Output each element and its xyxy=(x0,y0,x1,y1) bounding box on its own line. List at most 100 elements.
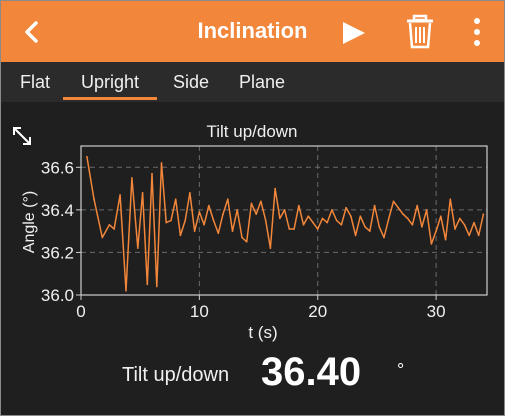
data-point xyxy=(165,221,168,224)
data-point xyxy=(189,192,191,194)
page-title: Inclination xyxy=(197,18,308,43)
data-point xyxy=(392,200,395,203)
tab-flat[interactable]: Flat xyxy=(19,72,50,92)
expand-diagonal-icon[interactable] xyxy=(10,124,34,148)
play-icon[interactable] xyxy=(339,19,367,47)
data-point xyxy=(108,223,111,226)
data-point xyxy=(203,223,205,226)
data-point xyxy=(222,213,224,215)
data-point xyxy=(468,234,471,237)
data-point xyxy=(435,230,437,232)
data-point xyxy=(119,194,121,196)
data-point xyxy=(288,228,291,230)
data-point xyxy=(444,238,447,241)
plot-area xyxy=(80,145,488,296)
data-point xyxy=(236,209,239,211)
data-point xyxy=(454,228,456,230)
data-point xyxy=(174,198,177,201)
data-point xyxy=(359,215,362,218)
data-point xyxy=(146,283,149,286)
data-point xyxy=(440,215,442,218)
data-point xyxy=(241,236,243,239)
data-point xyxy=(255,213,257,215)
data-point xyxy=(387,217,390,220)
data-point xyxy=(316,228,319,230)
x-tick-label: 20 xyxy=(308,302,327,321)
data-point xyxy=(458,217,461,220)
data-point xyxy=(477,234,480,237)
y-tick-label: 36.2 xyxy=(41,243,74,262)
series-line xyxy=(86,156,485,292)
chart-panel: 0 10 20 30 36.0 36.2 36.4 36.6 Tilt up/down t (… xyxy=(1,102,504,415)
data-point xyxy=(212,219,215,222)
tab-plane[interactable]: Plane xyxy=(238,72,286,92)
data-point xyxy=(155,285,158,288)
data-point xyxy=(345,206,347,209)
tilt-chart: 0 10 20 30 36.0 36.2 36.4 36.6 Tilt up/down t (… xyxy=(21,122,488,342)
x-tick-label: 0 xyxy=(76,302,85,321)
y-tick-label: 36.6 xyxy=(41,158,74,177)
data-point xyxy=(125,289,127,292)
y-axis-label: Angle (°) xyxy=(21,191,38,253)
data-point xyxy=(421,226,423,228)
data-point xyxy=(411,223,414,226)
data-point xyxy=(463,223,466,226)
data-point xyxy=(274,187,276,190)
x-axis-label: t (s) xyxy=(248,323,277,342)
data-point xyxy=(369,230,371,232)
data-point xyxy=(131,177,133,179)
data-point xyxy=(86,155,88,158)
data-point xyxy=(482,213,485,215)
data-point xyxy=(383,236,385,239)
app-bar: Inclination xyxy=(1,1,504,62)
data-point xyxy=(373,204,376,207)
data-point xyxy=(364,226,366,228)
data-point xyxy=(283,209,286,211)
data-point xyxy=(350,215,352,218)
data-point xyxy=(250,202,253,205)
data-point xyxy=(184,219,186,222)
tab-side[interactable]: Side xyxy=(172,72,210,92)
data-point xyxy=(331,209,333,211)
data-point xyxy=(430,243,433,245)
data-point xyxy=(378,226,381,228)
data-point xyxy=(141,192,144,194)
data-point xyxy=(260,200,262,203)
x-tick-label: 30 xyxy=(427,302,446,321)
data-point xyxy=(307,215,310,218)
data-point xyxy=(473,221,475,224)
readout-label: Tilt up/down xyxy=(122,364,230,386)
data-point xyxy=(406,217,409,220)
data-point xyxy=(151,172,153,175)
data-point xyxy=(208,204,210,207)
y-tick-label: 36.0 xyxy=(41,286,74,305)
x-tick-label: 10 xyxy=(190,302,209,321)
trash-icon[interactable] xyxy=(404,14,436,50)
chart-title: Tilt up/down xyxy=(206,122,297,141)
data-point xyxy=(269,247,272,249)
data-point xyxy=(160,162,163,164)
data-point xyxy=(279,217,281,220)
data-point xyxy=(326,221,329,224)
more-vertical-icon[interactable] xyxy=(467,15,487,49)
data-point xyxy=(179,234,182,237)
data-point xyxy=(312,221,314,224)
readout-value: 36.40 xyxy=(261,350,362,394)
data-point xyxy=(321,217,324,220)
data-point xyxy=(93,198,95,201)
data-point xyxy=(264,219,267,222)
data-point xyxy=(245,240,248,243)
data-point xyxy=(217,232,220,235)
data-point xyxy=(302,223,305,226)
data-point xyxy=(402,213,404,215)
data-point xyxy=(170,219,172,222)
data-point xyxy=(397,206,400,209)
data-point xyxy=(449,198,452,201)
tab-upright[interactable]: Upright xyxy=(63,62,157,102)
data-point xyxy=(193,230,196,232)
chevron-left-icon[interactable] xyxy=(18,18,46,46)
data-point xyxy=(198,211,201,213)
data-point xyxy=(137,247,139,249)
data-point xyxy=(354,234,357,237)
